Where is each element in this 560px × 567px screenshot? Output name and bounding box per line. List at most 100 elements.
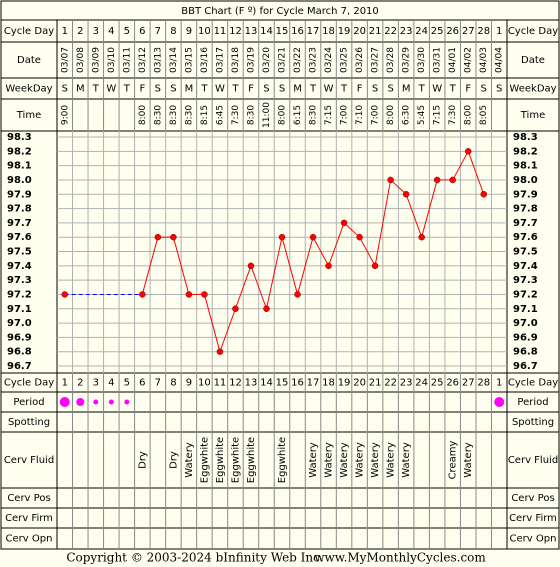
date-value: 03/10 <box>107 47 117 73</box>
y-tick-label: 96.8 <box>7 347 32 358</box>
cycle-day-number: 2 <box>77 378 83 389</box>
cycle-day-number: 4 <box>108 378 114 389</box>
weekday-value: F <box>139 84 145 95</box>
weekday-value: F <box>357 84 363 95</box>
date-value: 03/23 <box>309 47 319 73</box>
temperature-line-segment <box>265 237 283 309</box>
period-dot <box>124 399 130 405</box>
cycle-day-number: 14 <box>260 378 273 389</box>
time-value: 6:45 <box>215 105 225 125</box>
temperature-line-segment <box>405 194 423 238</box>
time-value: 8:00 <box>278 105 288 125</box>
cycle-day-number: 7 <box>155 378 161 389</box>
cycle-day-number: 28 <box>477 378 490 389</box>
footer-site: www.MyMonthlyCycles.com <box>314 551 486 565</box>
date-value: 03/18 <box>231 47 241 73</box>
temperature-line-segment <box>281 237 298 295</box>
cycle-day-number: 3 <box>93 378 99 389</box>
cerv-fluid-value: Creamy <box>448 441 459 480</box>
cycle-day-number: 22 <box>384 26 397 37</box>
y-tick-label: 97.0 <box>7 318 32 329</box>
cycle-day-number: 12 <box>229 378 242 389</box>
weekday-value: T <box>449 84 457 95</box>
cycle-day-number: 12 <box>229 26 242 37</box>
time-value: 8:30 <box>184 105 194 125</box>
time-value: 7:00 <box>371 105 381 125</box>
cycle-day-number: 22 <box>384 378 397 389</box>
cerv-fluid-value: Dry <box>137 451 148 469</box>
cycle-day-number: 26 <box>446 378 459 389</box>
weekday-value: T <box>231 84 239 95</box>
cerv-fluid-value: Watery <box>401 442 412 478</box>
y-tick-label: 97.1 <box>7 304 32 315</box>
weekday-value: S <box>62 84 68 95</box>
cerv-fluid-label: Cerv Fluid <box>4 455 54 466</box>
cycle-day-number: 16 <box>291 378 304 389</box>
cycle-day-number: 15 <box>276 26 289 37</box>
date-value: 03/09 <box>91 47 101 73</box>
temperature-point <box>139 291 146 298</box>
time-value: 9:00 <box>60 105 70 125</box>
time-value: 8:30 <box>246 105 256 125</box>
y-tick-label: 96.9 <box>513 332 538 343</box>
y-tick-label: 97.1 <box>513 304 538 315</box>
temperature-line-segment <box>328 222 345 266</box>
y-tick-label: 97.3 <box>7 275 32 286</box>
cycle-day-number: 15 <box>276 378 289 389</box>
cerv-fluid-value: Watery <box>184 442 195 478</box>
cycle-day-number: 18 <box>322 26 335 37</box>
weekday-value: T <box>92 84 100 95</box>
date-value: 03/15 <box>184 47 194 73</box>
temperature-point <box>201 291 208 298</box>
temperature-line-segment <box>374 179 392 266</box>
temperature-point <box>294 291 301 298</box>
date-value: 03/25 <box>340 47 350 73</box>
weekday-value: S <box>372 84 378 95</box>
period-label: Period <box>517 397 548 408</box>
temperature-line-segment <box>452 151 469 181</box>
temperature-point <box>340 219 348 227</box>
time-value: 6:30 <box>402 105 412 125</box>
y-tick-label: 97.7 <box>7 218 32 229</box>
y-tick-label: 97.5 <box>513 247 538 258</box>
time-value: 7:00 <box>340 105 350 125</box>
y-tick-label: 97.7 <box>513 218 538 229</box>
date-value: 03/31 <box>433 47 443 73</box>
weekday-value: F <box>248 84 254 95</box>
temperature-point <box>449 176 456 184</box>
weekday-value: W <box>324 84 334 95</box>
date-value: 03/27 <box>371 47 381 73</box>
time-label: Time <box>16 110 41 121</box>
y-tick-label: 97.6 <box>7 232 32 243</box>
date-value: 03/12 <box>138 47 148 73</box>
weekday-value: S <box>170 84 176 95</box>
cycle-day-number: 20 <box>353 378 366 389</box>
y-tick-label: 97.8 <box>513 204 538 215</box>
time-label: Time <box>520 110 545 121</box>
cerv-fluid-value: Eggwhite <box>230 437 241 483</box>
footer-copyright: Copyright © 2003-2024 bInfinity Web Inc. <box>66 551 323 565</box>
date-value: 04/02 <box>464 47 474 73</box>
y-tick-label: 97.9 <box>513 189 538 200</box>
cycle-day-number: 17 <box>307 378 320 389</box>
weekday-value: W <box>215 84 225 95</box>
time-value: 8:00 <box>464 105 474 125</box>
y-tick-label: 96.9 <box>7 332 32 343</box>
cerv-pos-label: Cerv Pos <box>7 493 50 504</box>
cerv-firm-label: Cerv Firm <box>509 513 557 524</box>
cerv-opn-label: Cerv Opn <box>510 534 557 545</box>
y-tick-label: 96.7 <box>513 361 538 372</box>
temperature-line-segment <box>421 179 438 238</box>
weekday-label: WeekDay <box>5 84 52 95</box>
weekday-value: T <box>200 84 208 95</box>
weekday-value: S <box>263 84 269 95</box>
spotting-label: Spotting <box>512 417 554 428</box>
y-tick-label: 96.8 <box>513 347 538 358</box>
y-tick-label: 97.0 <box>513 318 538 329</box>
cerv-fluid-label: Cerv Fluid <box>508 455 558 466</box>
date-value: 03/29 <box>402 47 412 73</box>
weekday-value: M <box>76 84 85 95</box>
cycle-day-number: 11 <box>214 26 227 37</box>
period-dot <box>59 397 70 407</box>
temperature-point <box>278 233 286 241</box>
